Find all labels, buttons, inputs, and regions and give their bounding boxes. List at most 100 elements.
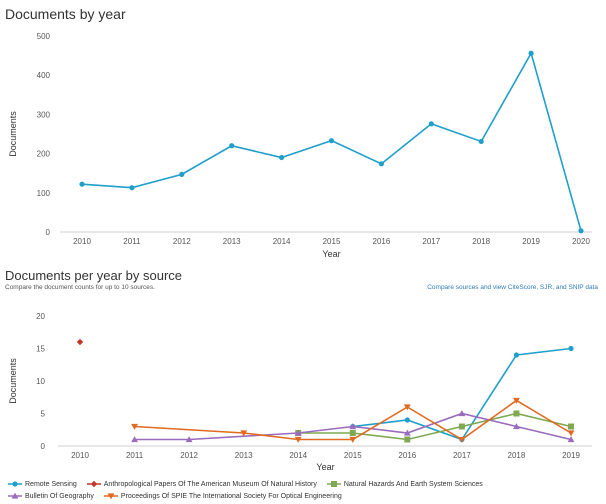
compare-sources-link[interactable]: Compare sources and view CiteScore, SJR,…: [427, 284, 598, 291]
legend-marker-icon: [12, 481, 18, 487]
chart2-series-2: [295, 410, 574, 443]
chart2-legend: Remote Sensing Anthropological Papers Of …: [8, 478, 598, 502]
legend-label: Proceedings Of SPIE The International So…: [120, 492, 342, 500]
chart2-y-tick-label: 15: [36, 345, 45, 354]
chart1-y-tick-label: 100: [37, 189, 51, 198]
chart2-data-point: [349, 430, 356, 436]
legend-swatch-icon: [103, 493, 118, 500]
chart2-data-point: [567, 436, 575, 443]
chart2-data-point: [403, 429, 411, 436]
chart1-x-tick-label: 2018: [472, 237, 490, 246]
chart2-data-point: [185, 436, 193, 443]
chart2-series-4: [131, 397, 575, 443]
chart2-data-point: [404, 417, 410, 423]
chart1-x-tick-label: 2020: [572, 237, 590, 246]
chart1-x-tick-label: 2011: [123, 237, 141, 246]
chart2-x-tick-label: 2019: [562, 451, 580, 460]
chart2-data-point: [403, 404, 411, 411]
legend-swatch-icon: [86, 480, 101, 488]
legend-swatch-icon: [326, 481, 341, 487]
chart2-y-tick-label: 0: [41, 442, 46, 451]
chart2-data-point: [513, 423, 520, 430]
legend-label: Bulletin Of Geography: [25, 492, 94, 500]
chart1-data-point: [279, 154, 285, 161]
legend-marker-icon: [90, 480, 97, 488]
chart2-series-line: [134, 399, 572, 441]
chart1-data-point: [528, 50, 534, 56]
chart2-x-tick-label: 2014: [289, 451, 307, 460]
chart1-y-tick-label: 200: [37, 150, 51, 159]
legend-marker-icon: [11, 492, 19, 499]
chart2-y-tick-label: 10: [36, 377, 45, 386]
legend-item[interactable]: Remote Sensing: [8, 480, 77, 488]
legend-item[interactable]: Anthropological Papers Of The American M…: [86, 480, 317, 488]
chart2-plot: 0 5 10 15 20 2010 2011 2012 2013 2014 2015 2016 2017…: [8, 312, 592, 472]
chart1-x-tick-label: 2013: [223, 237, 241, 246]
chart2-data-point: [458, 436, 466, 443]
chart2-data-point: [404, 436, 411, 443]
chart2-y-axis-label: Documents: [8, 358, 18, 404]
chart1-title: Documents by year: [5, 6, 126, 22]
chart2-data-point: [513, 352, 520, 358]
chart2-data-point: [131, 436, 138, 443]
chart2-x-tick-label: 2015: [344, 451, 362, 460]
chart2-data-point: [568, 345, 574, 352]
legend-row: Remote Sensing Anthropological Papers Of …: [8, 478, 598, 490]
chart2-data-point: [458, 423, 465, 430]
chart1-x-tick-label: 2010: [73, 237, 91, 246]
chart1-x-tick-label: 2019: [522, 237, 540, 246]
chart1-data-point: [578, 228, 584, 234]
chart2-data-point: [349, 436, 357, 443]
legend-row: Bulletin Of Geography Proceedings Of SPIE…: [8, 490, 598, 502]
chart1-data-point: [478, 138, 484, 145]
chart2-data-point: [294, 429, 302, 436]
legend-item[interactable]: Bulletin Of Geography: [8, 492, 94, 500]
chart2-data-point: [513, 397, 520, 404]
chart2-series-3: [131, 410, 575, 443]
legend-label: Remote Sensing: [25, 480, 77, 488]
chart2-y-tick-label: 20: [36, 312, 45, 321]
chart2-data-point: [567, 430, 575, 437]
chart2-x-tick-label: 2010: [71, 451, 89, 460]
legend-swatch-icon: [8, 481, 22, 487]
chart1-data-point: [229, 143, 235, 149]
chart2-y-tick-label: 5: [41, 410, 46, 419]
chart1-plot: 0 100 200 300 400 500 2010 2011 2012 2013 2014 2015…: [8, 32, 592, 259]
chart2-x-tick-label: 2016: [398, 451, 416, 460]
chart2-data-point: [240, 430, 248, 437]
chart1-data-point: [328, 138, 335, 144]
chart1-data-point: [79, 181, 85, 187]
chart2-title: Documents per year by source: [5, 268, 183, 283]
chart2-x-axis-label: Year: [316, 462, 334, 472]
chart2-data-point: [513, 410, 520, 417]
chart2-data-point: [76, 338, 84, 346]
chart2-x-tick-label: 2011: [126, 451, 144, 460]
chart2-data-point: [458, 410, 466, 417]
legend-label: Natural Hazards And Earth System Science…: [343, 480, 483, 488]
chart1-x-tick-label: 2016: [373, 237, 391, 246]
chart1-x-tick-label: 2012: [173, 237, 191, 246]
chart1-y-tick-label: 300: [37, 110, 51, 119]
chart2-data-point: [349, 423, 357, 430]
chart1-y-axis-label: Documents: [8, 111, 18, 157]
chart1-x-axis-label: Year: [322, 249, 340, 259]
chart1-data-point: [378, 161, 384, 167]
chart1-series-0: [79, 50, 584, 234]
legend-item[interactable]: Natural Hazards And Earth System Science…: [326, 480, 483, 488]
chart2-series-line: [298, 412, 572, 441]
legend-marker-icon: [330, 481, 337, 487]
chart1-data-point: [129, 185, 135, 191]
chart2-x-tick-label: 2012: [180, 451, 198, 460]
chart1-y-tick-label: 500: [37, 32, 51, 41]
chart1-x-tick-label: 2015: [323, 237, 341, 246]
chart2-data-point: [294, 436, 302, 443]
chart1-y-tick-label: 0: [46, 228, 51, 237]
chart1-x-tick-label: 2014: [273, 237, 291, 246]
chart2-x-tick-label: 2017: [453, 451, 471, 460]
chart2-x-tick-label: 2018: [508, 451, 526, 460]
legend-item[interactable]: Proceedings Of SPIE The International So…: [103, 492, 342, 500]
chart2-series-line: [134, 412, 572, 441]
legend-marker-icon: [107, 493, 115, 500]
chart2-data-point: [568, 423, 574, 430]
chart2-series-1: [76, 338, 84, 346]
